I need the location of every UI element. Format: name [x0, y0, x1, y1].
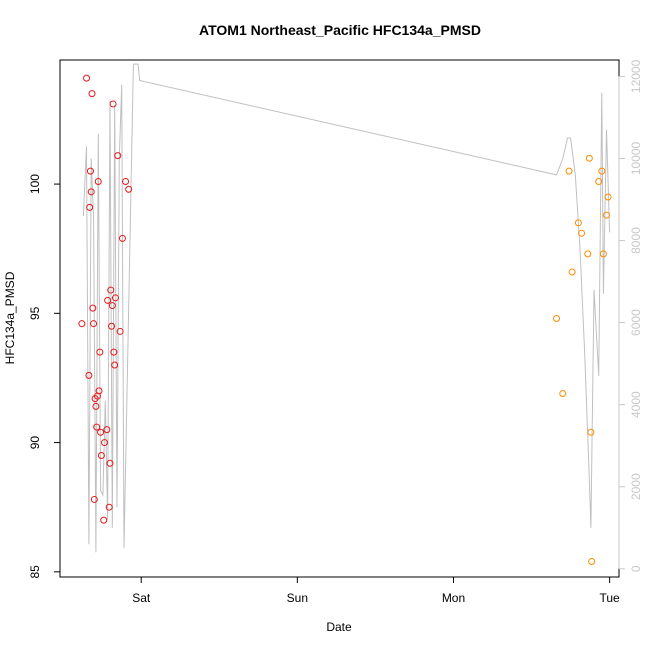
data-point: [92, 402, 100, 410]
y-right-tick-label: 4000: [629, 391, 643, 418]
data-point: [584, 250, 592, 258]
data-point: [109, 100, 117, 108]
y-left-tick-label: 95: [28, 306, 42, 320]
x-axis: Sat Sun Mon Tue: [132, 577, 620, 605]
data-point: [103, 426, 111, 434]
data-point: [125, 185, 133, 193]
data-point: [105, 503, 113, 511]
data-point: [100, 516, 108, 524]
data-point: [122, 177, 130, 185]
data-point: [585, 154, 593, 162]
x-tick-label: Tue: [600, 591, 621, 605]
data-point: [86, 167, 94, 175]
y-axis-label: HFC134a_PMSD: [3, 271, 17, 364]
y-right-tick-label: 10000: [629, 141, 643, 175]
plot-area: [78, 63, 612, 565]
data-point: [108, 302, 116, 310]
y-right-tick-label: 0: [629, 565, 643, 572]
plot-frame: [59, 59, 620, 578]
data-point: [97, 428, 105, 436]
data-point: [87, 188, 95, 196]
data-point: [111, 294, 119, 302]
data-point: [598, 167, 606, 175]
data-point: [603, 211, 611, 219]
y-left-tick-label: 90: [28, 436, 42, 450]
y-axis-right: 0 2000 4000 6000 8000 10000 12000: [618, 59, 643, 572]
data-point: [78, 320, 86, 328]
data-point: [106, 459, 114, 467]
data-point: [587, 428, 595, 436]
data-point: [90, 320, 98, 328]
data-point: [574, 219, 582, 227]
data-point: [95, 387, 103, 395]
data-point: [588, 557, 596, 565]
y-right-tick-label: 2000: [629, 473, 643, 500]
data-point: [104, 296, 112, 304]
chart-title: ATOM1 Northeast_Pacific HFC134a_PMSD: [199, 22, 481, 38]
data-point: [599, 250, 607, 258]
data-point: [110, 348, 118, 356]
x-tick-label: Sun: [287, 591, 308, 605]
x-tick-label: Sat: [132, 591, 151, 605]
data-point: [108, 322, 116, 330]
data-point: [118, 234, 126, 242]
data-point: [90, 495, 98, 503]
data-point: [111, 361, 119, 369]
data-point: [93, 423, 101, 431]
x-tick-label: Mon: [442, 591, 465, 605]
y-right-tick-label: 12000: [629, 59, 643, 93]
data-point: [85, 371, 93, 379]
data-point: [96, 348, 104, 356]
data-point: [83, 74, 91, 82]
x-axis-label: Date: [326, 620, 352, 634]
y-right-tick-label: 8000: [629, 227, 643, 254]
series-line: [82, 63, 611, 553]
data-point: [107, 286, 115, 294]
data-point: [553, 315, 561, 322]
y-axis-left: 85 90 95 100: [28, 174, 60, 579]
data-point: [88, 90, 96, 98]
data-point: [116, 327, 124, 335]
data-point: [89, 304, 97, 312]
y-left-tick-label: 100: [28, 174, 42, 194]
data-point: [578, 229, 586, 237]
y-right-tick-label: 6000: [629, 309, 643, 336]
data-point: [565, 167, 573, 175]
data-point: [604, 193, 612, 201]
data-point: [97, 452, 105, 460]
y-left-tick-label: 85: [28, 565, 42, 579]
data-point: [559, 389, 567, 397]
data-point: [94, 177, 102, 185]
data-point: [595, 177, 603, 185]
data-point: [114, 152, 122, 160]
data-point: [86, 203, 94, 211]
data-point: [568, 268, 576, 276]
data-point: [101, 439, 109, 447]
